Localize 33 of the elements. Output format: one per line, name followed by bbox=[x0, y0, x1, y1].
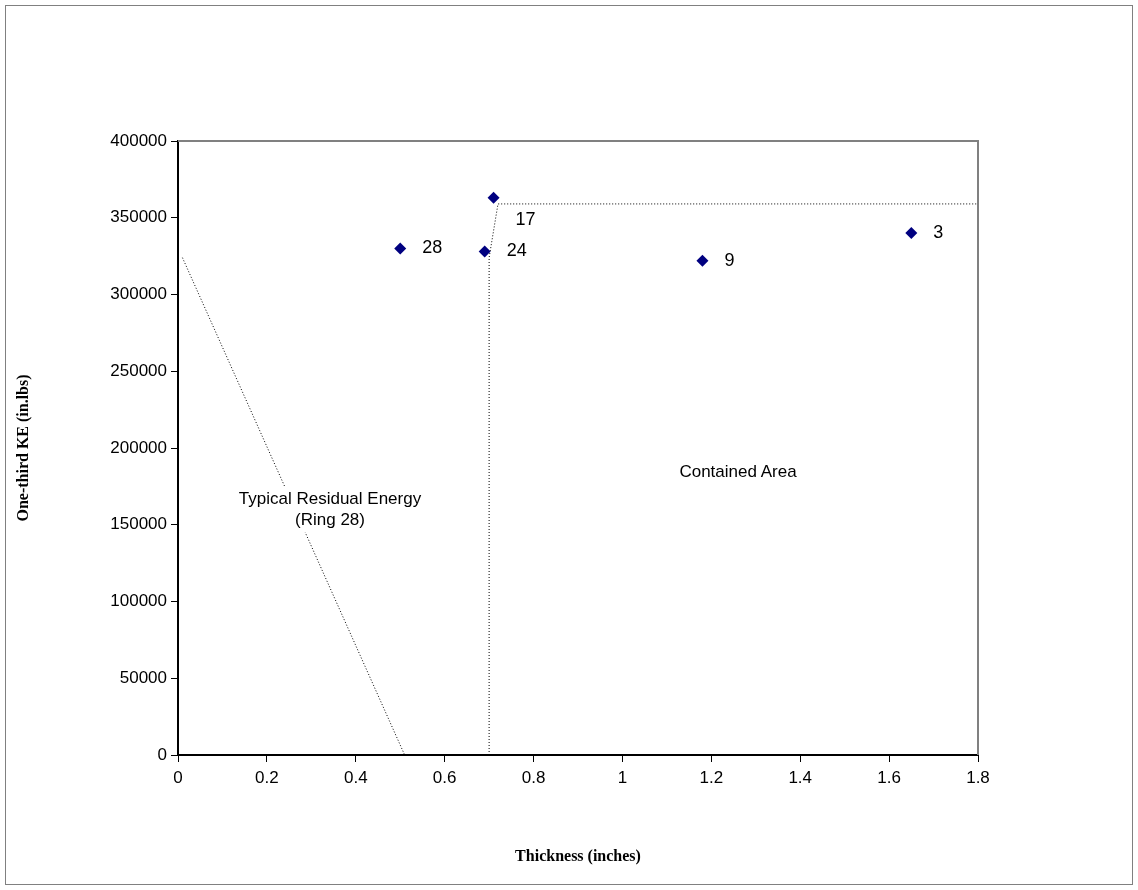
point bbox=[394, 242, 407, 255]
point bbox=[487, 191, 500, 204]
x-tick-label: 0.2 bbox=[255, 767, 279, 787]
annotation: 17 bbox=[515, 208, 536, 229]
annotation: Typical Residual Energy (Ring 28) bbox=[238, 488, 422, 529]
y-axis-title: One-third KE (in.lbs) bbox=[13, 374, 32, 522]
annotation: 24 bbox=[506, 240, 527, 261]
y-tick-label: 400000 bbox=[110, 130, 167, 150]
x-tick-label: 1.2 bbox=[699, 767, 724, 787]
point bbox=[478, 245, 491, 258]
annotation: 28 bbox=[422, 237, 443, 258]
y-tick-label: 50000 bbox=[119, 667, 167, 687]
x-axis-title: Thickness (inches) bbox=[515, 846, 641, 865]
x-tick-label: 1.4 bbox=[788, 767, 813, 787]
x-tick-label: 0.8 bbox=[521, 767, 546, 787]
y-tick-label: 200000 bbox=[110, 437, 167, 457]
annotation: 3 bbox=[933, 222, 944, 243]
y-tick-label: 0 bbox=[157, 744, 167, 764]
point bbox=[905, 227, 918, 240]
x-tick-label: 1 bbox=[617, 767, 628, 787]
x-tick-label: 0.6 bbox=[432, 767, 457, 787]
y-tick-label: 250000 bbox=[110, 360, 167, 380]
x-tick-label: 1.8 bbox=[966, 767, 990, 787]
y-tick-label: 100000 bbox=[110, 591, 167, 611]
y-tick-label: 300000 bbox=[110, 284, 167, 304]
annotation: Contained Area bbox=[679, 462, 798, 482]
y-tick-label: 350000 bbox=[110, 207, 167, 227]
x-tick-label: 0.4 bbox=[343, 767, 368, 787]
x-tick-label: 0 bbox=[173, 767, 183, 787]
x-tick-label: 1.6 bbox=[877, 767, 901, 787]
y-tick-label: 150000 bbox=[110, 514, 167, 534]
point bbox=[696, 254, 709, 267]
annotation: 9 bbox=[724, 249, 735, 270]
